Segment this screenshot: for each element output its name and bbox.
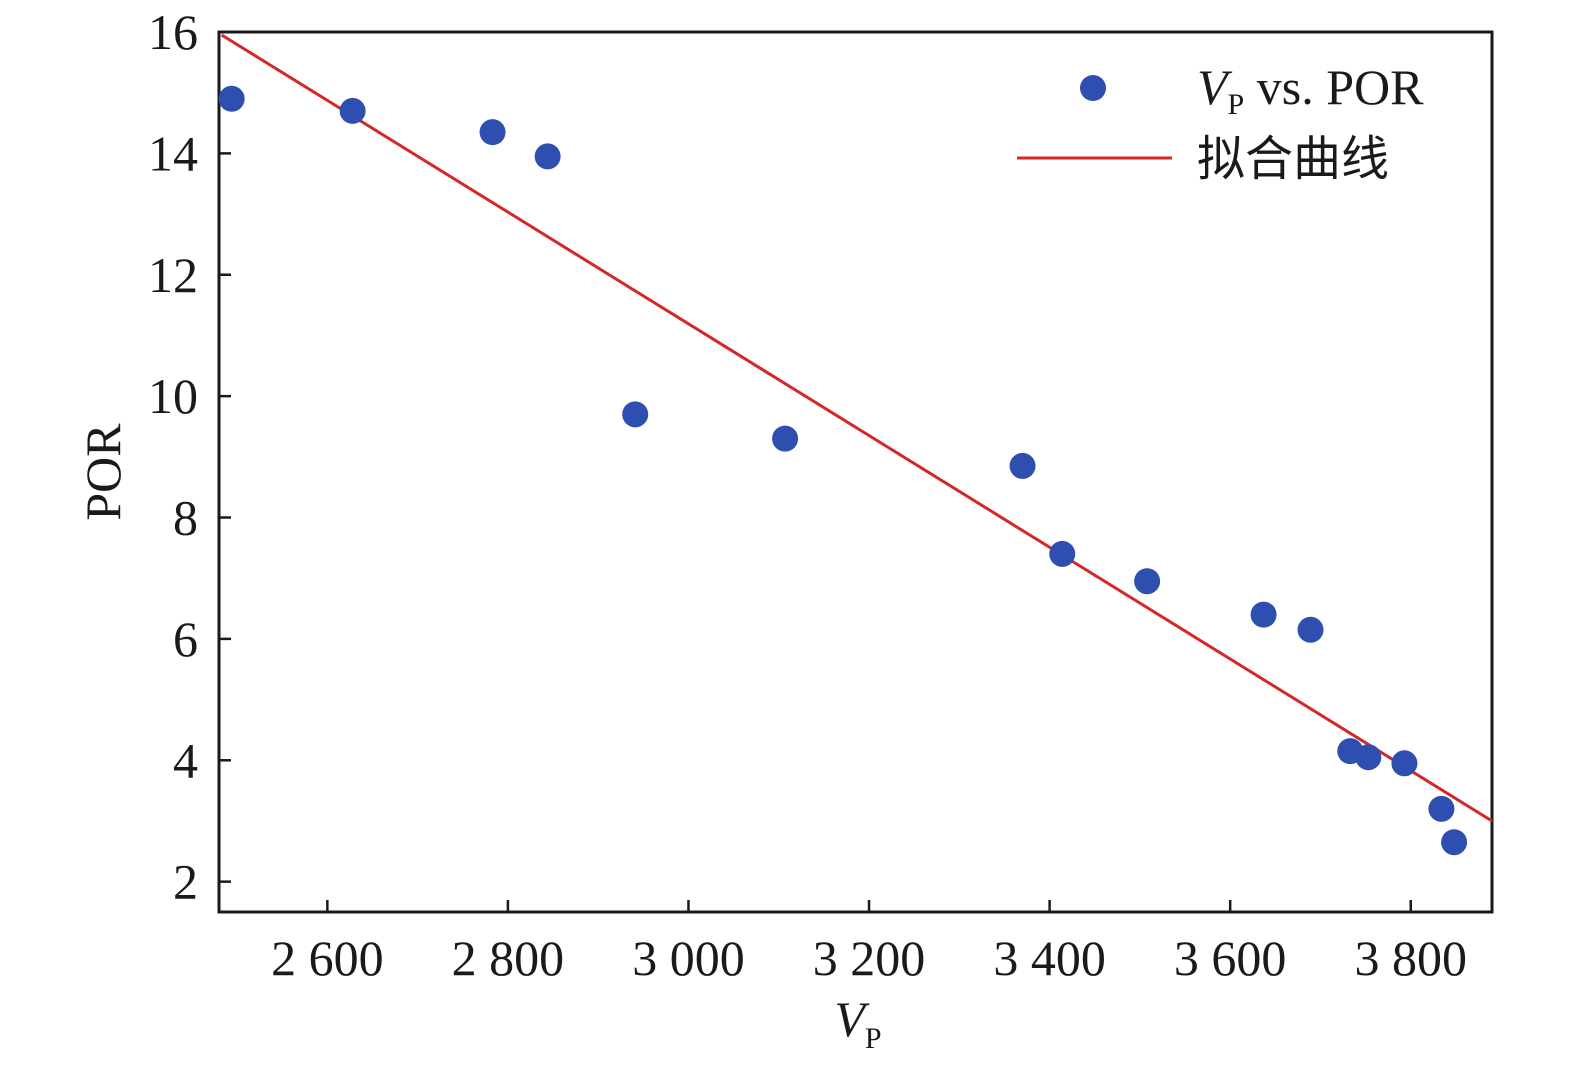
x-tick-label: 3 400 (993, 930, 1106, 986)
data-points-layer (218, 85, 1468, 856)
data-point (479, 119, 506, 146)
x-axis-title: VP (834, 991, 881, 1055)
fit-line (220, 33, 1493, 823)
data-point (1134, 568, 1161, 595)
legend-scatter-rest: vs. POR (1244, 59, 1424, 115)
legend: VP vs. POR 拟合曲线 (1017, 59, 1424, 187)
y-tick-label: 12 (148, 247, 198, 303)
legend-label-scatter: VP vs. POR (1197, 59, 1424, 121)
x-tick-label: 3 800 (1354, 930, 1467, 986)
x-tick-label: 3 200 (813, 930, 926, 986)
data-point (1049, 540, 1076, 567)
fit-line-layer (220, 33, 1493, 823)
y-axis-ticks: 2 4 6 8 10 12 14 16 (148, 4, 231, 910)
data-point (339, 97, 366, 124)
x-tick-label: 2 600 (271, 930, 384, 986)
data-point (1428, 795, 1455, 822)
x-axis-ticks: 2 600 2 800 3 000 3 200 3 400 3 600 3 800 (271, 900, 1467, 986)
plot-frame (217, 30, 1494, 914)
legend-label-fit-line: 拟合曲线 (1197, 131, 1389, 187)
data-point (218, 85, 245, 112)
data-point (1391, 750, 1418, 777)
y-tick-label: 6 (173, 611, 198, 667)
x-tick-label: 3 600 (1174, 930, 1287, 986)
y-tick-label: 10 (148, 368, 198, 424)
legend-scatter-main: V (1197, 59, 1233, 115)
data-point (1009, 452, 1036, 479)
x-tick-label: 2 800 (452, 930, 565, 986)
data-point (1297, 616, 1324, 643)
x-axis-title-sub: P (865, 1022, 882, 1055)
y-tick-label: 14 (148, 125, 198, 181)
data-point (1355, 744, 1382, 771)
x-tick-label: 3 000 (632, 930, 745, 986)
y-tick-label: 16 (148, 4, 198, 60)
legend-marker-scatter (1080, 75, 1106, 101)
data-point (772, 425, 799, 452)
data-point (1250, 601, 1277, 628)
data-point (534, 143, 561, 170)
legend-scatter-sub: P (1228, 88, 1245, 121)
y-tick-label: 8 (173, 490, 198, 546)
y-tick-label: 4 (173, 732, 198, 788)
y-tick-label: 2 (173, 854, 198, 910)
x-axis-title-main: V (834, 991, 870, 1047)
data-point (622, 401, 649, 428)
data-point (1441, 829, 1468, 856)
y-axis-title: POR (75, 423, 131, 521)
